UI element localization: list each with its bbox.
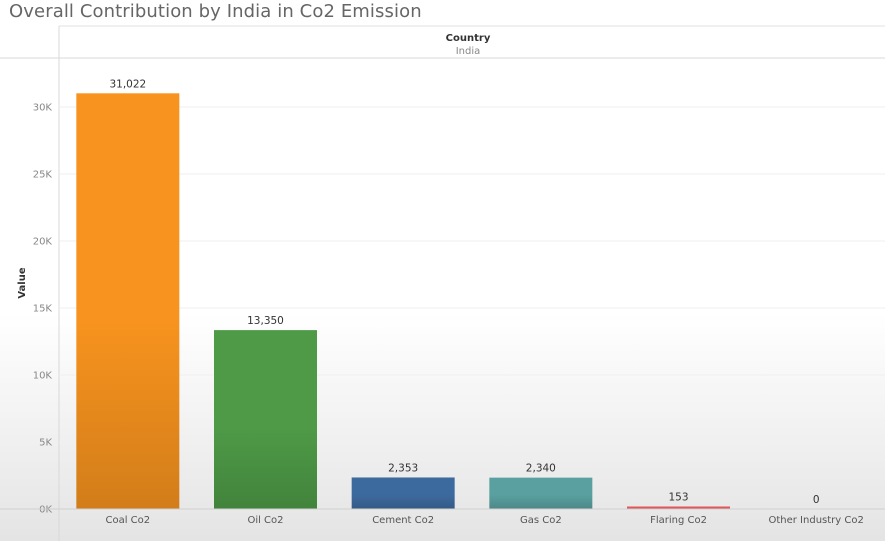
bar-oil-co2[interactable]: [214, 330, 317, 509]
data-label: 2,353: [388, 462, 418, 474]
x-tick-label: Oil Co2: [247, 515, 283, 526]
y-tick-label: 5K: [39, 438, 52, 449]
bar-gas-co2[interactable]: [489, 477, 593, 509]
data-label: 13,350: [247, 315, 284, 327]
chart-title: Overall Contribution by India in Co2 Emi…: [9, 1, 422, 22]
y-tick-label: 30K: [33, 103, 53, 114]
x-tick-label: Cement Co2: [372, 515, 434, 526]
gridlines: [59, 106, 885, 443]
y-tick-label: 15K: [33, 304, 53, 315]
column-header-field: Country: [446, 33, 491, 44]
bar-cement-co2[interactable]: [351, 477, 455, 509]
y-axis-label: Value: [17, 267, 28, 298]
data-labels: 31,022 13,350 2,353 2,340 153 0: [109, 78, 819, 506]
y-tick-label: 10K: [33, 371, 53, 382]
bars: [76, 93, 730, 509]
x-tick-label: Gas Co2: [520, 515, 562, 526]
data-label: 31,022: [109, 78, 146, 90]
x-tick-label: Coal Co2: [106, 515, 151, 526]
data-label: 0: [813, 494, 820, 506]
bar-flaring-co2[interactable]: [627, 506, 730, 510]
y-axis-ticks: 0K 5K 10K 15K 20K 25K 30K: [33, 103, 53, 516]
x-axis-categories: Coal Co2 Oil Co2 Cement Co2 Gas Co2 Flaring …: [106, 515, 864, 526]
column-header-value: India: [456, 46, 481, 57]
data-label: 153: [668, 492, 688, 504]
y-tick-label: 20K: [33, 237, 53, 248]
x-tick-label: Other Industry Co2: [768, 515, 863, 526]
y-tick-label: 0K: [39, 505, 52, 516]
y-tick-label: 25K: [33, 170, 53, 181]
bar-coal-co2[interactable]: [76, 93, 180, 509]
x-tick-label: Flaring Co2: [650, 515, 707, 526]
data-label: 2,340: [526, 463, 556, 475]
